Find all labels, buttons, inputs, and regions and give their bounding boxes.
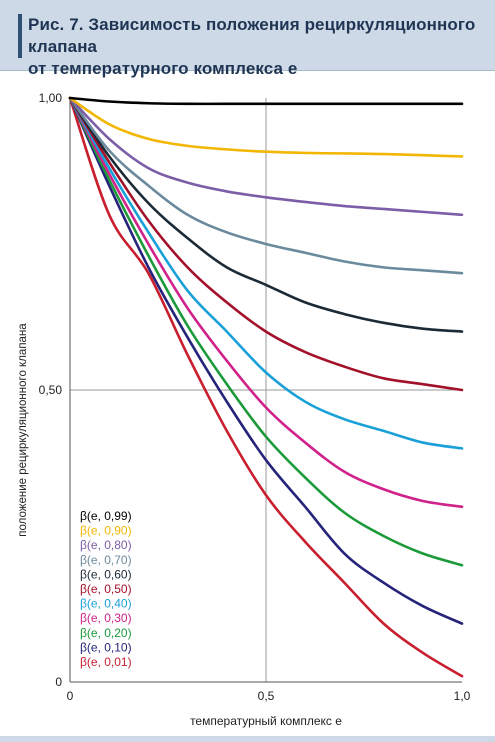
legend-entry: β(e, 0,90) (80, 524, 132, 538)
y-axis-label: положение рециркуляционного клапана (17, 323, 29, 537)
legend-entry: β(e, 0,40) (80, 597, 132, 611)
series-line (68, 96, 464, 392)
x-tick-label: 0 (67, 689, 74, 703)
chart-area: 0 0,50 1,00 0 0,5 1,0 температурный комплекс e… (0, 70, 495, 742)
y-tick-label: 0,50 (39, 383, 63, 397)
series-line (68, 96, 464, 567)
series-line (68, 96, 464, 275)
legend-entry: β(e, 0,20) (80, 626, 132, 640)
legend-entry: β(e, 0,80) (80, 538, 132, 552)
y-tick-label: 0 (55, 675, 62, 689)
series-line (68, 96, 464, 678)
series-line (68, 96, 464, 106)
legend-entry: β(e, 0,10) (80, 640, 132, 654)
figure-header: Рис. 7. Зависимость положения рециркуляц… (0, 0, 495, 78)
x-axis-label: температурный комплекс e (190, 714, 342, 728)
series-line (68, 96, 464, 333)
figure-title-line1: Рис. 7. Зависимость положения рециркуляц… (28, 15, 476, 56)
x-tick-label: 0,5 (258, 689, 275, 703)
figure-title-line2: от температурного комплекса e (28, 59, 298, 78)
legend-entry: β(e, 0,30) (80, 611, 132, 625)
legend-entry: β(e, 0,60) (80, 567, 132, 581)
legend-entry: β(e, 0,70) (80, 553, 132, 567)
legend-entry: β(e, 0,99) (80, 509, 132, 523)
figure-title: Рис. 7. Зависимость положения рециркуляц… (28, 14, 483, 80)
series-group (68, 96, 464, 678)
series-line (68, 96, 464, 158)
series-line (68, 96, 464, 509)
series-line (68, 96, 464, 217)
series-line (68, 96, 464, 625)
legend-entry: β(e, 0,50) (80, 582, 132, 596)
legend-entry: β(e, 0,01) (80, 655, 132, 669)
bottom-strip (0, 736, 495, 742)
header-accent-bar (18, 14, 22, 58)
line-chart: 0 0,50 1,00 0 0,5 1,0 температурный комплекс e… (17, 91, 471, 728)
y-tick-label: 1,00 (39, 91, 63, 105)
x-tick-label: 1,0 (454, 689, 471, 703)
series-line (68, 96, 464, 450)
